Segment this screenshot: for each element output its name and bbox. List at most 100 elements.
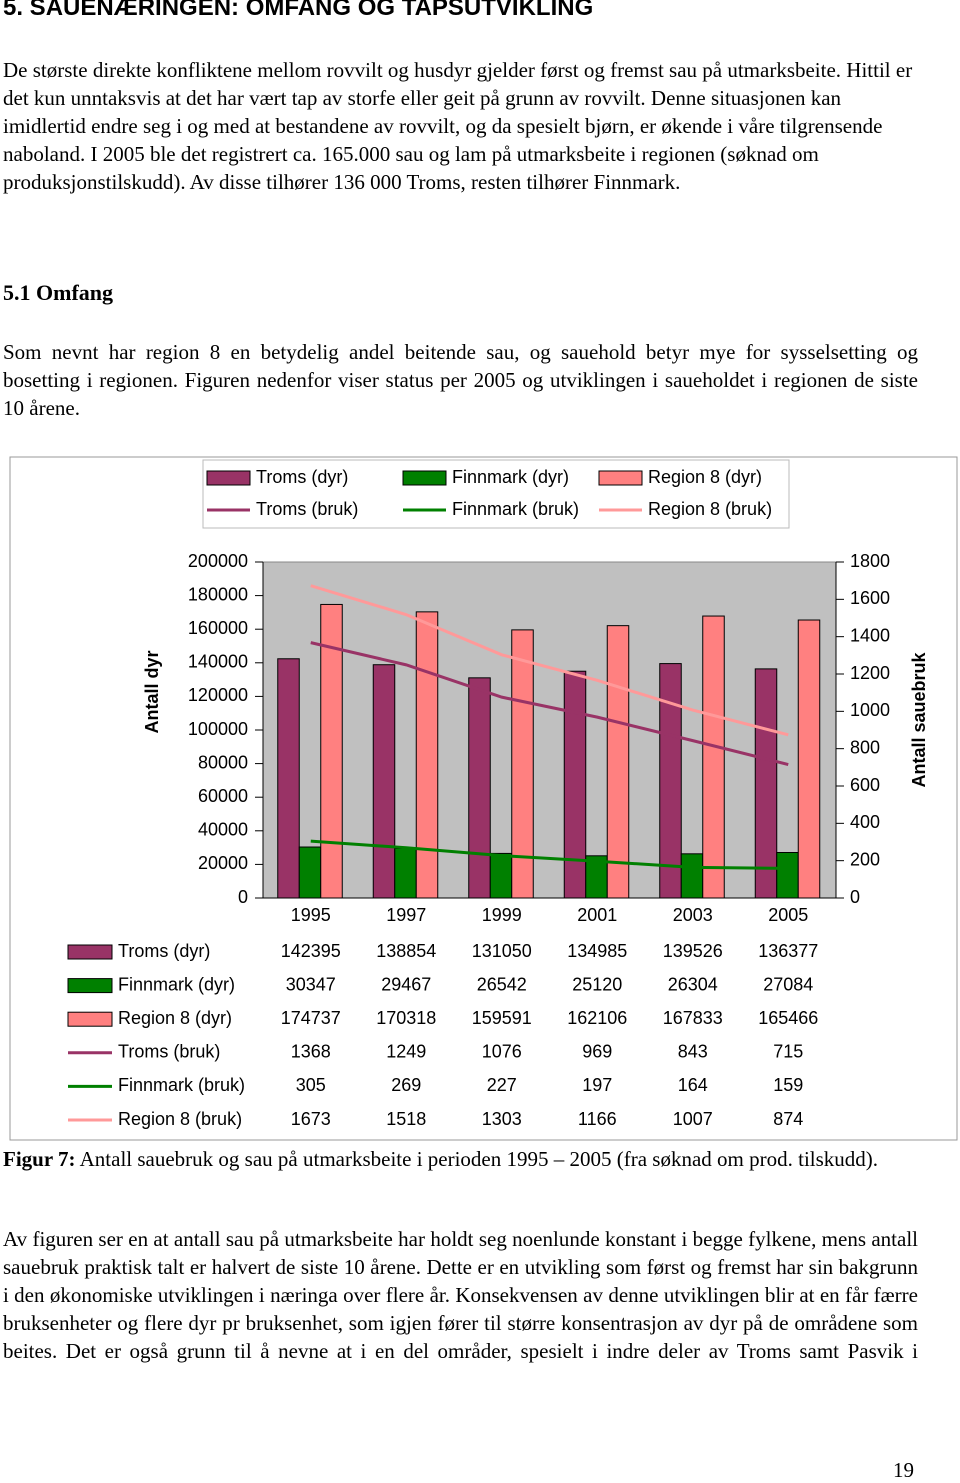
- table-value: 26304: [668, 974, 718, 994]
- table-value: 159: [773, 1075, 803, 1095]
- y2-tick-label: 1000: [850, 700, 890, 720]
- paragraph: Av figuren ser en at antall sau på utmar…: [3, 1227, 918, 1363]
- y2-tick-label: 600: [850, 775, 880, 795]
- line-series: [310, 584, 789, 737]
- table-value: 1007: [673, 1109, 713, 1129]
- y-tick-label: 20000: [198, 853, 248, 873]
- x-tick-label: 1997: [386, 905, 426, 925]
- legend-label: Region 8 (dyr): [648, 467, 762, 487]
- legend-swatch: [67, 978, 113, 994]
- bar: [511, 629, 534, 899]
- bar: [468, 677, 491, 899]
- y2-tick-label: 1400: [850, 625, 890, 645]
- bar: [298, 846, 322, 899]
- table-value: 969: [582, 1042, 612, 1062]
- table-value: 162106: [567, 1008, 627, 1028]
- table-value: 29467: [381, 974, 431, 994]
- x-tick-label: 2001: [577, 905, 617, 925]
- paragraph: De største direkte konfliktene mellom ro…: [3, 58, 913, 194]
- x-tick-label: 2003: [673, 905, 713, 925]
- table-value: 1303: [482, 1109, 522, 1129]
- table-value: 136377: [758, 941, 818, 961]
- x-tick-label: 1999: [482, 905, 522, 925]
- y-tick-label: 100000: [188, 719, 248, 739]
- bar: [489, 852, 513, 899]
- bar: [394, 847, 417, 899]
- table-value: 170318: [376, 1008, 436, 1028]
- y-tick-label: 160000: [188, 618, 248, 638]
- table-row-label: Region 8 (bruk): [118, 1109, 242, 1129]
- legend-label: Troms (dyr): [256, 467, 348, 487]
- table-row-label: Troms (dyr): [118, 941, 210, 961]
- page-number: 19: [893, 1458, 914, 1482]
- bar: [606, 625, 630, 899]
- paragraph: Som nevnt har region 8 en betydelig ande…: [3, 340, 918, 420]
- y2-tick-label: 400: [850, 812, 880, 832]
- table-value: 26542: [477, 974, 527, 994]
- y2-tick-label: 800: [850, 737, 880, 757]
- subheading: 5.1 Omfang: [3, 280, 113, 305]
- table-value: 269: [391, 1075, 421, 1095]
- table-value: 1076: [482, 1042, 522, 1062]
- legend-label: Finnmark (dyr): [452, 467, 569, 487]
- y-axis-title: Antall dyr: [142, 650, 162, 733]
- table-row-label: Region 8 (dyr): [118, 1008, 232, 1028]
- line-series: [310, 839, 789, 870]
- table-value: 305: [296, 1075, 326, 1095]
- table-value: 142395: [281, 941, 341, 961]
- y2-tick-label: 1800: [850, 551, 890, 571]
- table-value: 227: [487, 1075, 517, 1095]
- table-value: 1673: [291, 1109, 331, 1129]
- y2-tick-label: 200: [850, 849, 880, 869]
- legend-label: Region 8 (bruk): [648, 499, 772, 519]
- bar: [320, 603, 343, 899]
- x-tick-label: 2005: [768, 905, 808, 925]
- table-row-label: Troms (bruk): [118, 1042, 220, 1062]
- legend-label: Troms (bruk): [256, 499, 358, 519]
- table-value: 197: [582, 1075, 612, 1095]
- y-tick-label: 120000: [188, 685, 248, 705]
- table-row-label: Finnmark (bruk): [118, 1075, 245, 1095]
- line-series: [310, 641, 789, 766]
- caption-text: Antall sauebruk og sau på utmarksbeite i…: [79, 1147, 879, 1171]
- table-value: 167833: [663, 1008, 723, 1028]
- y2-tick-label: 1200: [850, 663, 890, 683]
- y-tick-label: 0: [238, 887, 248, 907]
- table-value: 1166: [578, 1109, 617, 1129]
- table-value: 1249: [386, 1042, 426, 1062]
- legend-swatch: [402, 470, 447, 486]
- table-value: 27084: [763, 974, 813, 994]
- bar: [702, 615, 725, 899]
- table-value: 134985: [567, 941, 627, 961]
- table-value: 874: [773, 1109, 803, 1129]
- table-value: 164: [678, 1075, 708, 1095]
- table-value: 25120: [572, 974, 622, 994]
- legend-swatch: [598, 470, 643, 486]
- y-tick-label: 200000: [188, 551, 248, 571]
- x-tick-label: 1995: [291, 905, 331, 925]
- bar: [659, 663, 682, 899]
- bar: [415, 611, 439, 899]
- table-value: 165466: [758, 1008, 818, 1028]
- legend-swatch: [206, 470, 251, 486]
- y-tick-label: 140000: [188, 652, 248, 672]
- caption: Figur 7: Antall sauebruk og sau på utmar…: [3, 1145, 918, 1173]
- table-value: 131050: [472, 941, 532, 961]
- y2-tick-label: 1600: [850, 588, 890, 608]
- table-value: 843: [678, 1042, 708, 1062]
- heading: 5. SAUENÆRINGEN: OMFANG OG TAPSUTVIKLING: [3, 0, 594, 21]
- table-value: 139526: [663, 941, 723, 961]
- bar: [277, 658, 300, 899]
- y-tick-label: 80000: [198, 752, 248, 772]
- caption-label: Figur 7:: [3, 1147, 76, 1171]
- bar: [776, 851, 799, 899]
- bar: [754, 668, 778, 899]
- bar: [680, 853, 704, 899]
- table-value: 715: [773, 1042, 803, 1062]
- table-value: 1518: [386, 1109, 426, 1129]
- table-value: 138854: [376, 941, 436, 961]
- legend-label: Finnmark (bruk): [452, 499, 579, 519]
- bar: [372, 664, 396, 899]
